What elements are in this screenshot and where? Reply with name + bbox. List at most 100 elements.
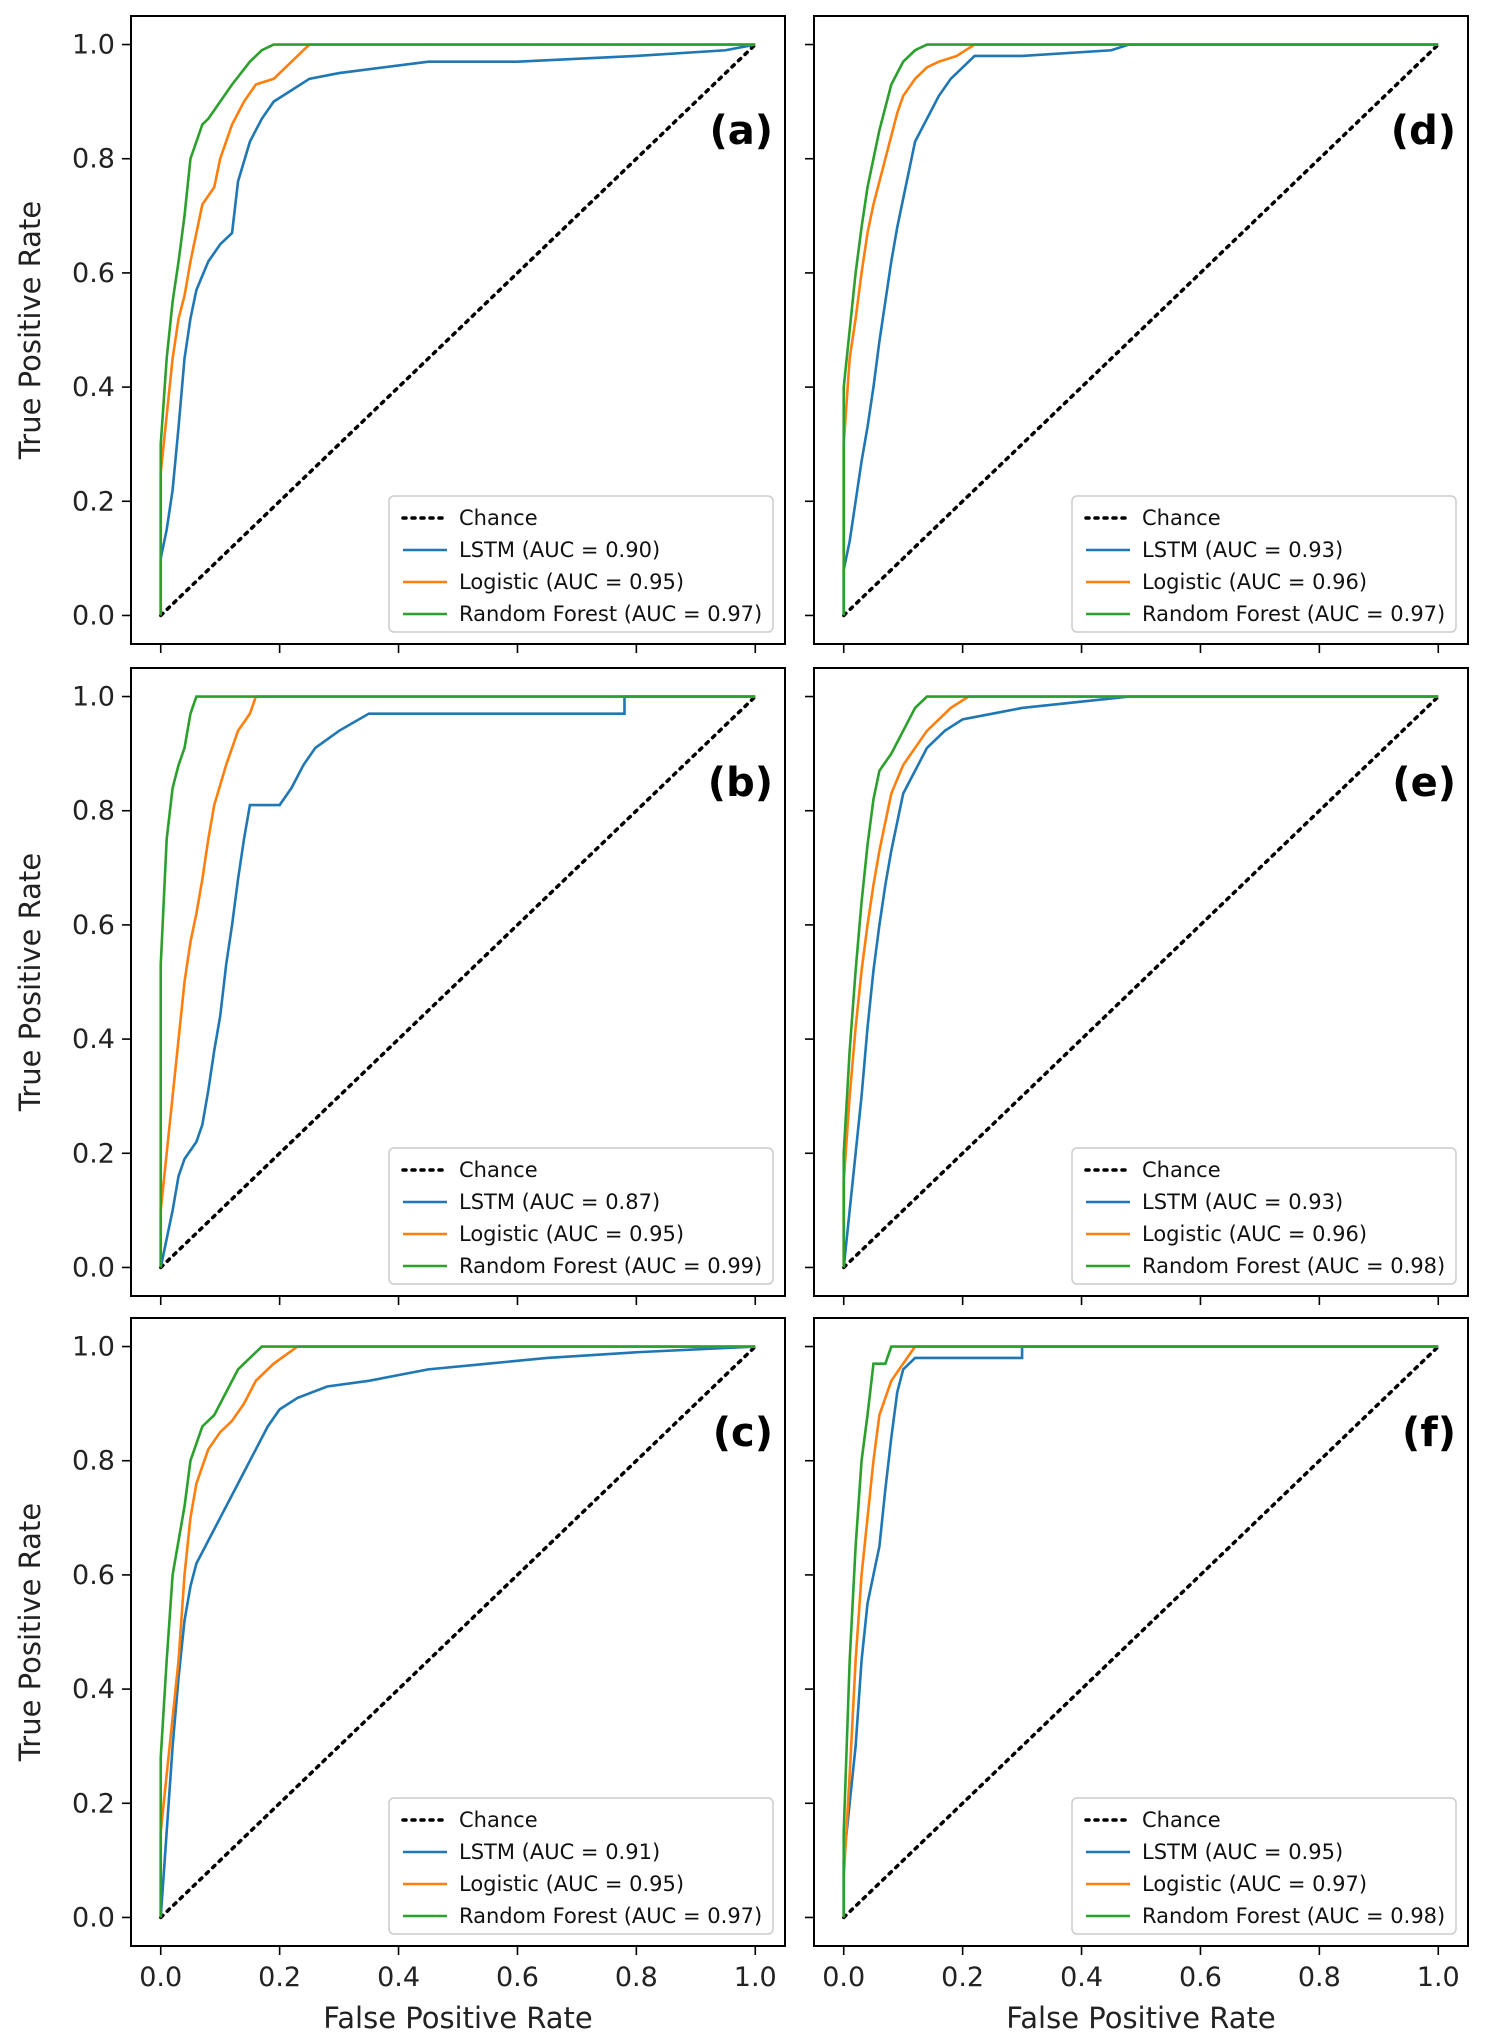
logistic-roc-curve [842, 43, 1439, 616]
panel-label: (f) [1402, 1410, 1456, 1456]
y-tick-label: 0.0 [72, 600, 115, 631]
logistic-roc-curve [842, 695, 1439, 1268]
y-tick-label: 1.0 [72, 30, 115, 61]
legend-entry: Chance [459, 506, 538, 530]
legend-entry: LSTM (AUC = 0.91) [459, 1840, 660, 1864]
legend-entry: Chance [1142, 506, 1221, 530]
y-tick-label: 0.0 [72, 1252, 115, 1283]
panel-plot-area [158, 694, 758, 1270]
y-axis-label: True Positive Rate [13, 201, 47, 460]
panel-plot-area [158, 1344, 758, 1920]
y-tick-label: 0.4 [72, 372, 115, 403]
chance-line [158, 42, 758, 618]
y-tick-label: 0.4 [72, 1024, 115, 1055]
x-axis-label: False Positive Rate [1006, 2001, 1276, 2035]
axes-frame [130, 1317, 786, 1947]
x-tick-label: 0.4 [377, 1962, 420, 1993]
y-axis-label: True Positive Rate [13, 853, 47, 1112]
legend-entry: LSTM (AUC = 0.87) [459, 1190, 660, 1214]
y-tick-label: 0.6 [72, 258, 115, 289]
x-tick-label: 0.2 [258, 1962, 301, 1993]
legend-entry: Chance [459, 1808, 538, 1832]
x-tick-label: 0.4 [1060, 1962, 1103, 1993]
legend-entry: Logistic (AUC = 0.96) [1142, 570, 1367, 594]
random-forest-roc-curve [159, 43, 756, 616]
legend-box [388, 495, 774, 633]
chance-line [158, 1344, 758, 1920]
legend: Chance LSTM (AUC = 0.91) Logistic (AUC = 0… [388, 1797, 774, 1935]
x-tick-label: 0.8 [615, 1962, 658, 1993]
legend-entry: Logistic (AUC = 0.95) [459, 570, 684, 594]
y-tick-label: 0.4 [72, 1674, 115, 1705]
y-axis-label: True Positive Rate [13, 1503, 47, 1762]
legend-entry: Chance [459, 1158, 538, 1182]
axes-frame [813, 1317, 1469, 1947]
legend-entry: Logistic (AUC = 0.97) [1142, 1872, 1367, 1896]
panel-plot-area [841, 42, 1441, 618]
legend-entry: LSTM (AUC = 0.93) [1142, 1190, 1343, 1214]
legend-entry: Random Forest (AUC = 0.98) [1142, 1254, 1445, 1278]
panel-plot-area [158, 42, 758, 618]
x-tick-label: 0.6 [1179, 1962, 1222, 1993]
legend-entry: Logistic (AUC = 0.95) [459, 1872, 684, 1896]
legend-box [388, 1147, 774, 1285]
legend-box [1071, 1147, 1457, 1285]
legend-entry: Chance [1142, 1158, 1221, 1182]
logistic-roc-curve [159, 1345, 756, 1918]
y-tick-label: 0.8 [72, 144, 115, 175]
legend: Chance LSTM (AUC = 0.93) Logistic (AUC = 0… [1071, 1147, 1457, 1285]
y-tick-label: 1.0 [72, 682, 115, 713]
legend-box [1071, 495, 1457, 633]
panel-e: (e) Chance LSTM (AUC = 0.93) Logistic (AUC … [805, 667, 1469, 1305]
y-tick-label: 0.6 [72, 1560, 115, 1591]
legend: Chance LSTM (AUC = 0.95) Logistic (AUC = 0… [1071, 1797, 1457, 1935]
random-forest-roc-curve [159, 1345, 756, 1918]
legend-entry: Random Forest (AUC = 0.97) [459, 602, 762, 626]
axes-frame [813, 15, 1469, 645]
logistic-roc-curve [842, 1345, 1439, 1918]
legend-entry: Random Forest (AUC = 0.99) [459, 1254, 762, 1278]
lstm-roc-curve [842, 1345, 1439, 1918]
panel-b: 0.0 0.2 0.4 0.6 0.8 1.0 True Positive Rate (b) C… [13, 667, 786, 1305]
panel-label: (c) [713, 1410, 773, 1456]
legend-entry: Random Forest (AUC = 0.98) [1142, 1904, 1445, 1928]
legend-entry: LSTM (AUC = 0.95) [1142, 1840, 1343, 1864]
panel-plot-area [841, 694, 1441, 1270]
x-tick-label: 0.2 [941, 1962, 984, 1993]
lstm-roc-curve [159, 695, 756, 1268]
chance-line [841, 42, 1441, 618]
panel-label: (d) [1391, 108, 1456, 154]
legend-box [1071, 1797, 1457, 1935]
y-tick-label: 0.8 [72, 1446, 115, 1477]
y-tick-label: 0.6 [72, 910, 115, 941]
panel-plot-area [841, 1344, 1441, 1920]
x-tick-label: 0.8 [1298, 1962, 1341, 1993]
legend-entry: Random Forest (AUC = 0.97) [1142, 602, 1445, 626]
y-tick-label: 0.0 [72, 1902, 115, 1933]
y-tick-label: 0.2 [72, 1788, 115, 1819]
random-forest-roc-curve [842, 695, 1439, 1268]
x-tick-label: 0.0 [139, 1962, 182, 1993]
x-axis-label: False Positive Rate [323, 2001, 593, 2035]
panel-label: (e) [1392, 760, 1456, 806]
panel-d: (d) Chance LSTM (AUC = 0.93) Logistic (AUC … [805, 15, 1469, 653]
legend-entry: LSTM (AUC = 0.93) [1142, 538, 1343, 562]
random-forest-roc-curve [159, 695, 756, 1268]
legend-entry: Logistic (AUC = 0.96) [1142, 1222, 1367, 1246]
y-tick-label: 0.2 [72, 1138, 115, 1169]
logistic-roc-curve [159, 43, 756, 616]
panel-label: (b) [708, 760, 773, 806]
lstm-roc-curve [159, 43, 756, 616]
y-tick-label: 0.8 [72, 796, 115, 827]
x-tick-label: 1.0 [1417, 1962, 1460, 1993]
random-forest-roc-curve [842, 1345, 1439, 1918]
legend-entry: LSTM (AUC = 0.90) [459, 538, 660, 562]
panel-c: 0.0 0.2 0.4 0.6 0.8 1.0 0.0 0.2 0.4 0.6 0.8 1.0 True… [13, 1317, 786, 2035]
legend-entry: Logistic (AUC = 0.95) [459, 1222, 684, 1246]
panel-f: 0.0 0.2 0.4 0.6 0.8 1.0 False Positive Rate (f)… [805, 1317, 1469, 2035]
legend: Chance LSTM (AUC = 0.93) Logistic (AUC = 0… [1071, 495, 1457, 633]
legend-entry: Chance [1142, 1808, 1221, 1832]
x-tick-label: 0.6 [496, 1962, 539, 1993]
lstm-roc-curve [842, 43, 1439, 616]
